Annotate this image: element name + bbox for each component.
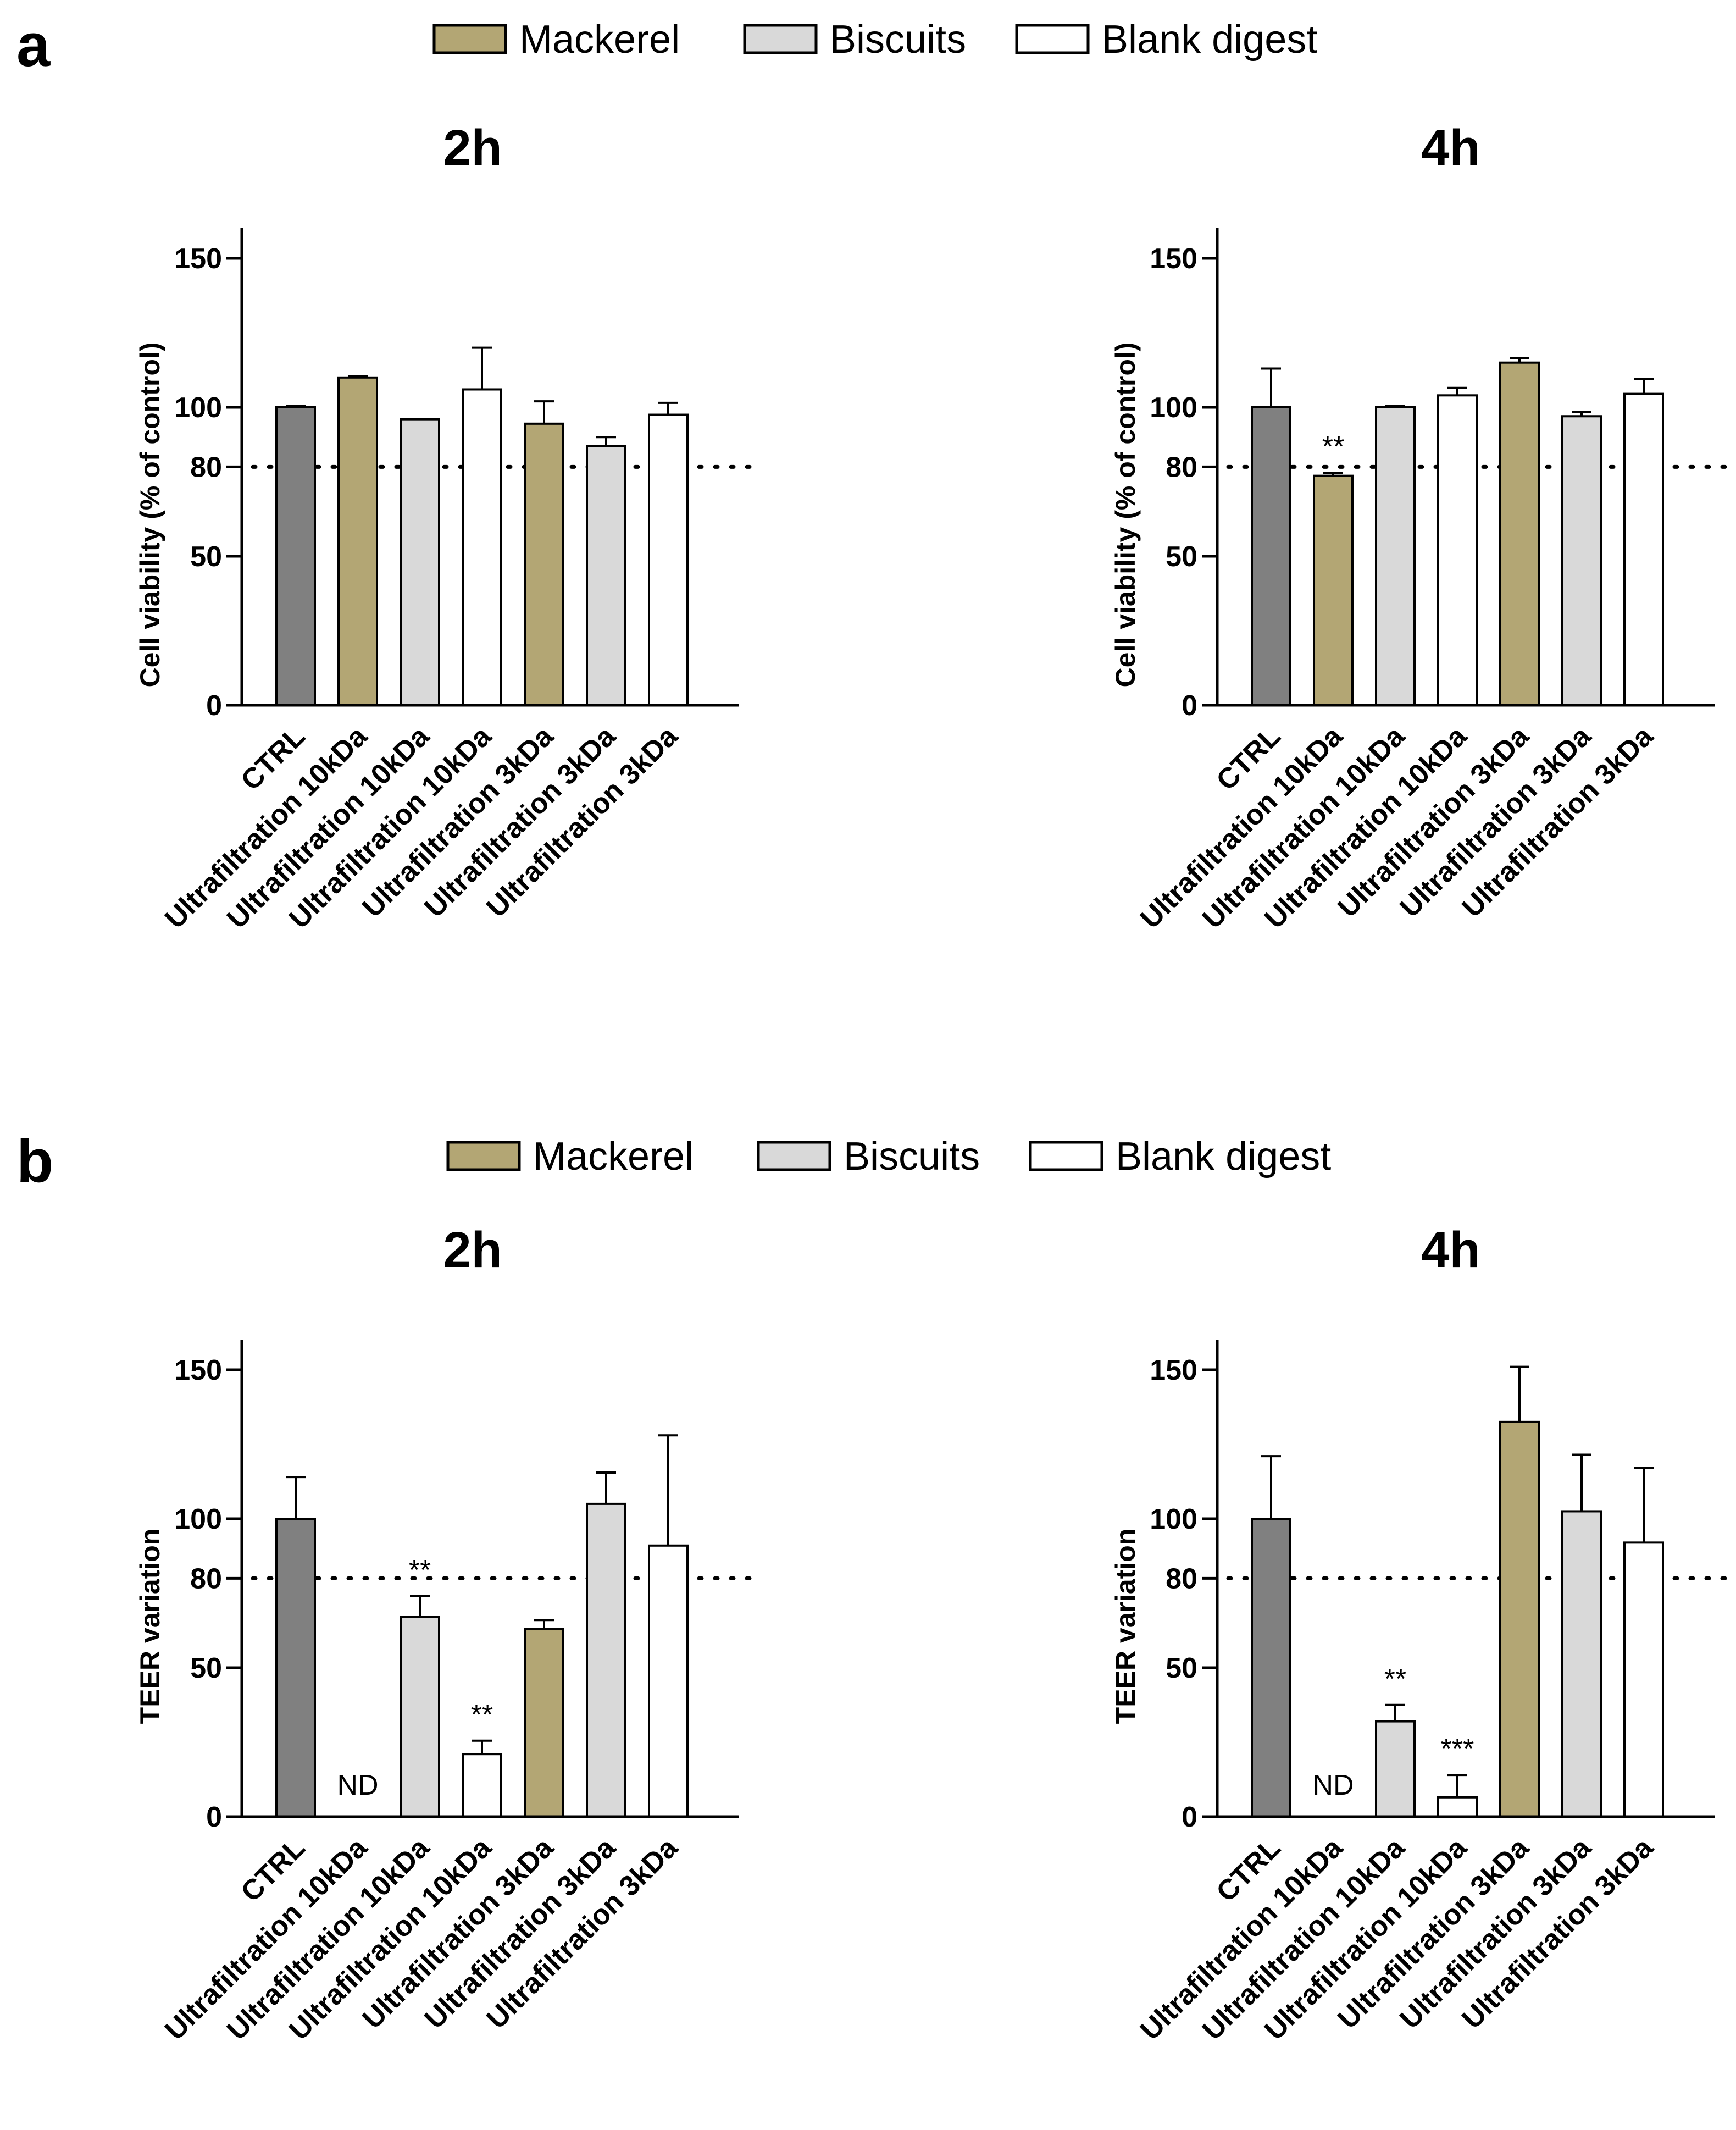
significance-label: ND bbox=[337, 1769, 378, 1801]
bar bbox=[586, 1502, 626, 1818]
y-tick-label: 150 bbox=[1150, 243, 1197, 275]
bar bbox=[1561, 1510, 1602, 1818]
legend-swatch-mackerel bbox=[432, 24, 507, 54]
legend-label-blank-digest: Blank digest bbox=[1116, 1135, 1331, 1179]
significance-label: ** bbox=[471, 1699, 493, 1731]
bar bbox=[275, 406, 316, 706]
bar bbox=[524, 1628, 564, 1818]
y-tick-label: 50 bbox=[1166, 541, 1197, 573]
bar bbox=[337, 376, 378, 706]
significance-label: ** bbox=[1384, 1663, 1406, 1695]
bar bbox=[462, 388, 502, 706]
legend-swatch-biscuits bbox=[757, 1141, 831, 1171]
bar bbox=[648, 413, 689, 706]
chart-title: 4h bbox=[1421, 1222, 1480, 1278]
y-axis-label: TEER variation bbox=[1110, 1529, 1141, 1724]
y-tick-label: 150 bbox=[174, 243, 222, 275]
y-tick-label: 80 bbox=[1166, 1563, 1197, 1595]
chart-title: 4h bbox=[1421, 120, 1480, 176]
panel-letter-a: a bbox=[16, 12, 51, 79]
y-tick-label: 150 bbox=[174, 1354, 222, 1386]
bar bbox=[462, 1753, 502, 1818]
significance-label: ** bbox=[1322, 431, 1344, 463]
bar bbox=[1499, 361, 1540, 706]
legend-label-mackerel: Mackerel bbox=[519, 18, 680, 62]
y-tick-label: 80 bbox=[1166, 451, 1197, 483]
bar bbox=[648, 1544, 689, 1818]
bar bbox=[1437, 394, 1478, 706]
bar bbox=[1499, 1420, 1540, 1818]
chart-title: 2h bbox=[443, 1222, 502, 1278]
bar bbox=[1251, 406, 1291, 706]
y-tick-label: 0 bbox=[206, 690, 222, 722]
bar bbox=[275, 1518, 316, 1818]
y-tick-label: 50 bbox=[1166, 1652, 1197, 1684]
bar bbox=[1375, 406, 1416, 706]
significance-label: ** bbox=[409, 1554, 431, 1586]
bar bbox=[524, 422, 564, 706]
bar bbox=[1437, 1796, 1478, 1818]
significance-label: ND bbox=[1312, 1769, 1354, 1801]
legend-label-mackerel: Mackerel bbox=[533, 1135, 694, 1179]
bar bbox=[1375, 1720, 1416, 1818]
legend-label-biscuits: Biscuits bbox=[830, 18, 966, 62]
y-tick-label: 150 bbox=[1150, 1354, 1197, 1386]
legend-label-biscuits: Biscuits bbox=[844, 1135, 980, 1179]
panel-letter-b: b bbox=[16, 1127, 53, 1195]
legend-swatch-blank-digest bbox=[1029, 1141, 1103, 1171]
y-tick-label: 50 bbox=[190, 541, 222, 573]
legend-b: Mackerel Biscuits Blank digest bbox=[446, 1135, 1331, 1179]
bar bbox=[586, 445, 626, 707]
bar bbox=[1313, 474, 1354, 706]
legend-a: Mackerel Biscuits Blank digest bbox=[432, 18, 1317, 62]
y-tick-label: 0 bbox=[1182, 1801, 1197, 1833]
bar bbox=[1561, 415, 1602, 706]
y-tick-label: 100 bbox=[174, 392, 222, 424]
bar bbox=[1623, 1541, 1664, 1818]
y-tick-label: 80 bbox=[190, 1563, 222, 1595]
y-tick-label: 100 bbox=[1150, 392, 1197, 424]
bar bbox=[1623, 392, 1664, 706]
y-axis-label: Cell viability (% of control) bbox=[1110, 342, 1141, 688]
y-tick-label: 100 bbox=[174, 1503, 222, 1535]
legend-swatch-mackerel bbox=[446, 1141, 521, 1171]
y-tick-label: 0 bbox=[1182, 690, 1197, 722]
y-axis-label: Cell viability (% of control) bbox=[135, 342, 165, 688]
y-tick-label: 100 bbox=[1150, 1503, 1197, 1535]
bar bbox=[1251, 1518, 1291, 1818]
legend-label-blank-digest: Blank digest bbox=[1102, 18, 1317, 62]
legend-swatch-blank-digest bbox=[1015, 24, 1090, 54]
y-tick-label: 0 bbox=[206, 1801, 222, 1833]
bar bbox=[400, 1616, 440, 1818]
significance-label: *** bbox=[1441, 1733, 1474, 1765]
y-tick-label: 80 bbox=[190, 451, 222, 483]
bar bbox=[400, 418, 440, 706]
y-axis-label: TEER variation bbox=[135, 1529, 165, 1724]
legend-swatch-biscuits bbox=[743, 24, 818, 54]
y-tick-label: 50 bbox=[190, 1652, 222, 1684]
chart-title: 2h bbox=[443, 120, 502, 176]
